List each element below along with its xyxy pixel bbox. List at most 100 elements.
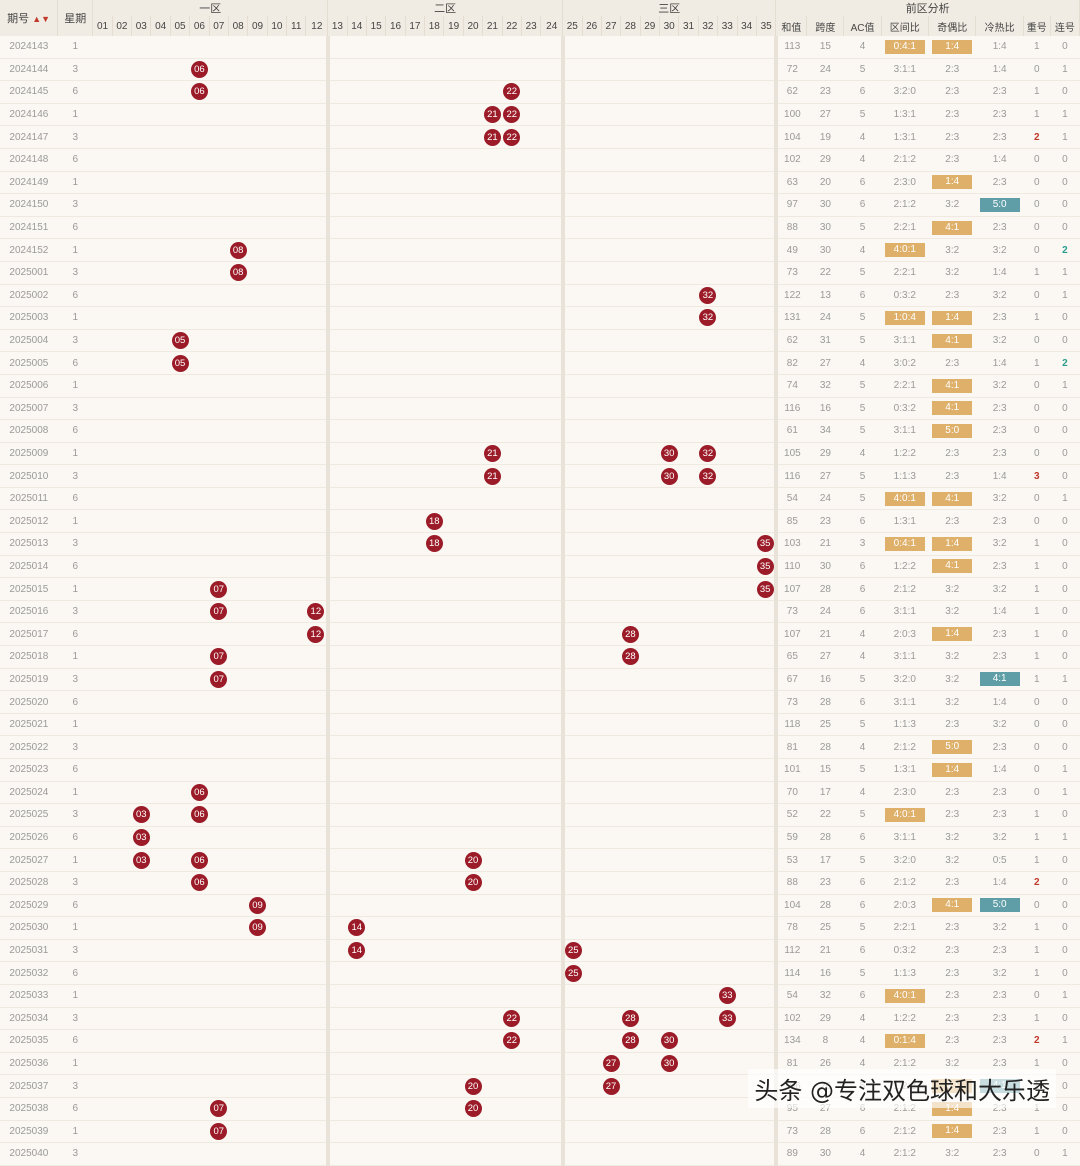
table-row[interactable]: 2025031 3 14 25 112 21 6 0:3:2 2:3 2:3 1 0 xyxy=(0,939,1080,963)
miss-count xyxy=(150,735,171,759)
table-row[interactable]: 2025010 3 21 30 32 116 27 5 1:1:3 2:3 1:4 3 0 xyxy=(0,464,1080,488)
miss-count xyxy=(502,668,522,692)
table-row[interactable]: 2025001 3 08 73 22 5 2:2:1 3:2 1:4 1 1 xyxy=(0,261,1080,285)
table-row[interactable]: 2024144 3 06 72 24 5 3:1:1 2:3 1:4 0 1 xyxy=(0,58,1080,82)
cold-hot-cell: 1:4 xyxy=(975,871,1024,895)
table-row[interactable]: 2024147 3 21 22 104 19 4 1:3:1 2:3 2:3 2 1 xyxy=(0,125,1080,149)
table-row[interactable]: 2024150 3 97 30 6 2:1:2 3:2 5:0 0 0 xyxy=(0,193,1080,217)
table-row[interactable]: 2025039 1 07 73 28 6 2:1:2 1:4 2:3 1 0 xyxy=(0,1120,1080,1144)
table-row[interactable]: 2025040 3 89 30 4 2:1:2 3:2 2:3 0 1 xyxy=(0,1142,1080,1166)
table-row[interactable]: 2024148 6 102 29 4 2:1:2 2:3 1:4 0 0 xyxy=(0,148,1080,172)
table-row[interactable]: 2025019 3 07 67 16 5 3:2:0 3:2 4:1 1 1 xyxy=(0,668,1080,692)
miss-count xyxy=(366,36,386,59)
table-row[interactable]: 2025028 3 06 20 88 23 6 2:1:2 2:3 1:4 2 0 xyxy=(0,871,1080,895)
miss-count xyxy=(502,690,522,714)
table-row[interactable]: 2024151 6 88 30 5 2:2:1 4:1 2:3 0 0 xyxy=(0,216,1080,240)
miss-count xyxy=(678,216,699,240)
sum-cell: 107 xyxy=(775,622,807,647)
table-row[interactable]: 2025007 3 116 16 5 0:3:2 4:1 2:3 0 0 xyxy=(0,397,1080,421)
miss-count xyxy=(540,532,565,556)
table-row[interactable]: 2025006 1 74 32 5 2:2:1 4:1 3:2 0 1 xyxy=(0,374,1080,398)
table-row[interactable]: 2025020 6 73 28 6 3:1:1 3:2 1:4 0 0 xyxy=(0,690,1080,714)
odd-even-cell: 5:0 xyxy=(928,419,976,443)
period-header[interactable]: 期号 ▲▼ xyxy=(0,0,59,36)
zone-ratio-cell: 1:1:3 xyxy=(881,713,929,737)
sum-cell-value: 62 xyxy=(786,335,798,347)
span-cell-value: 15 xyxy=(819,764,831,776)
table-row[interactable]: 2025009 1 21 30 32 105 29 4 1:2:2 2:3 2:3 0 0 xyxy=(0,442,1080,466)
miss-count xyxy=(267,645,287,669)
table-row[interactable]: 2025025 3 03 06 52 22 5 4:0:1 2:3 2:3 1 0 xyxy=(0,803,1080,827)
miss-count xyxy=(150,1120,171,1144)
table-row[interactable]: 2024145 6 06 22 62 23 6 3:2:0 2:3 2:3 1 0 xyxy=(0,80,1080,104)
miss-count xyxy=(582,555,602,579)
miss-count xyxy=(209,984,229,1008)
table-row[interactable]: 2025015 1 07 35 107 28 6 2:1:2 3:2 3:2 1 0 xyxy=(0,577,1080,601)
table-row[interactable]: 2025013 3 18 35 103 21 3 0:4:1 1:4 3:2 1 0 xyxy=(0,532,1080,556)
miss-count xyxy=(620,148,641,172)
table-row[interactable]: 2024143 1 113 15 4 0:4:1 1:4 1:4 1 0 xyxy=(0,36,1080,59)
table-row[interactable]: 2025008 6 61 34 5 3:1:1 5:0 2:3 0 0 xyxy=(0,419,1080,443)
miss-count xyxy=(189,1074,210,1098)
table-row[interactable]: 2025003 1 32 131 24 5 1:0:4 1:4 2:3 1 0 xyxy=(0,306,1080,330)
table-row[interactable]: 2024146 1 21 22 100 27 5 1:3:1 2:3 2:3 1 1 xyxy=(0,103,1080,127)
table-row[interactable]: 2025002 6 32 122 13 6 0:3:2 2:3 3:2 0 1 xyxy=(0,284,1080,308)
ac-cell-value: 5 xyxy=(859,673,866,685)
table-row[interactable]: 2025034 3 22 28 33 102 29 4 1:2:2 2:3 2:3 1 0 xyxy=(0,1007,1080,1031)
consecutive-cell-value: 2 xyxy=(1062,244,1068,256)
table-row[interactable]: 2025026 6 03 59 28 6 3:1:1 3:2 3:2 1 1 xyxy=(0,826,1080,850)
sort-icon[interactable]: ▲▼ xyxy=(32,14,51,24)
miss-count xyxy=(385,397,406,421)
miss-count xyxy=(443,781,464,805)
miss-count xyxy=(737,464,757,488)
miss-count xyxy=(131,103,151,127)
miss-count xyxy=(678,397,699,421)
table-row[interactable]: 2025012 1 18 85 23 6 1:3:1 2:3 2:3 0 0 xyxy=(0,509,1080,534)
table-row[interactable]: 2025027 1 03 06 20 53 17 5 3:2:0 3:2 0:5 1 0 xyxy=(0,848,1080,872)
miss-count xyxy=(267,871,287,895)
zone-ratio-cell: 1:3:1 xyxy=(881,509,929,534)
table-row[interactable]: 2025005 6 05 82 27 4 3:0:2 2:3 1:4 1 2 xyxy=(0,351,1080,375)
table-row[interactable]: 2024149 1 63 20 6 2:3:0 1:4 2:3 0 0 xyxy=(0,171,1080,195)
miss-count xyxy=(521,261,541,285)
miss-count xyxy=(247,306,268,330)
table-row[interactable]: 2025011 6 54 24 5 4:0:1 4:1 3:2 0 1 xyxy=(0,487,1080,511)
miss-count xyxy=(347,984,367,1008)
miss-count xyxy=(424,442,444,466)
table-row[interactable]: 2025004 3 05 62 31 5 3:1:1 4:1 3:2 0 0 xyxy=(0,329,1080,353)
table-row[interactable]: 2025032 6 25 114 16 5 1:1:3 2:3 3:2 1 0 xyxy=(0,961,1080,985)
table-row[interactable]: 2025016 3 07 12 73 24 6 3:1:1 3:2 1:4 1 0 xyxy=(0,600,1080,624)
miss-count xyxy=(385,555,406,579)
table-row[interactable]: 2025017 6 12 28 107 21 4 2:0:3 1:4 2:3 1 0 xyxy=(0,622,1080,647)
miss-count xyxy=(756,36,778,59)
miss-count xyxy=(659,690,679,714)
drawn-ball-marker: 33 xyxy=(718,1009,736,1027)
table-row[interactable]: 2024152 1 08 49 30 4 4:0:1 3:2 3:2 0 2 xyxy=(0,238,1080,262)
miss-count xyxy=(92,532,113,556)
miss-count xyxy=(540,961,565,985)
odd-even-cell: 4:1 xyxy=(928,397,976,421)
table-row[interactable]: 2025035 6 22 28 30 134 8 4 0:1:4 2:3 2:3 2 1 xyxy=(0,1029,1080,1053)
miss-count xyxy=(640,193,660,217)
table-row[interactable]: 2025022 3 81 28 4 2:1:2 5:0 2:3 0 0 xyxy=(0,735,1080,759)
miss-count xyxy=(698,781,718,805)
miss-count xyxy=(385,781,406,805)
table-row[interactable]: 2025014 6 35 110 30 6 1:2:2 4:1 2:3 1 0 xyxy=(0,555,1080,579)
table-row[interactable]: 2025023 6 101 15 5 1:3:1 1:4 1:4 0 1 xyxy=(0,758,1080,782)
table-row[interactable]: 2025030 1 09 14 78 25 5 2:2:1 2:3 3:2 1 0 xyxy=(0,916,1080,940)
miss-count xyxy=(502,781,522,805)
table-row[interactable]: 2025021 1 118 25 5 1:1:3 2:3 3:2 0 0 xyxy=(0,713,1080,737)
miss-count xyxy=(659,1074,679,1098)
span-cell-value: 32 xyxy=(819,380,831,392)
miss-count xyxy=(228,1097,248,1121)
miss-count xyxy=(189,622,210,647)
miss-count xyxy=(698,329,718,353)
miss-count xyxy=(463,645,483,669)
miss-count xyxy=(405,238,425,262)
table-row[interactable]: 2025033 1 33 54 32 6 4:0:1 2:3 2:3 0 1 xyxy=(0,984,1080,1008)
table-row[interactable]: 2025024 1 06 70 17 4 2:3:0 2:3 2:3 0 1 xyxy=(0,781,1080,805)
miss-count xyxy=(678,419,699,443)
consecutive-cell-value: 1 xyxy=(1062,990,1068,1002)
table-row[interactable]: 2025018 1 07 28 65 27 4 3:1:1 3:2 2:3 1 0 xyxy=(0,645,1080,669)
table-row[interactable]: 2025029 6 09 104 28 6 2:0:3 4:1 5:0 0 0 xyxy=(0,894,1080,918)
